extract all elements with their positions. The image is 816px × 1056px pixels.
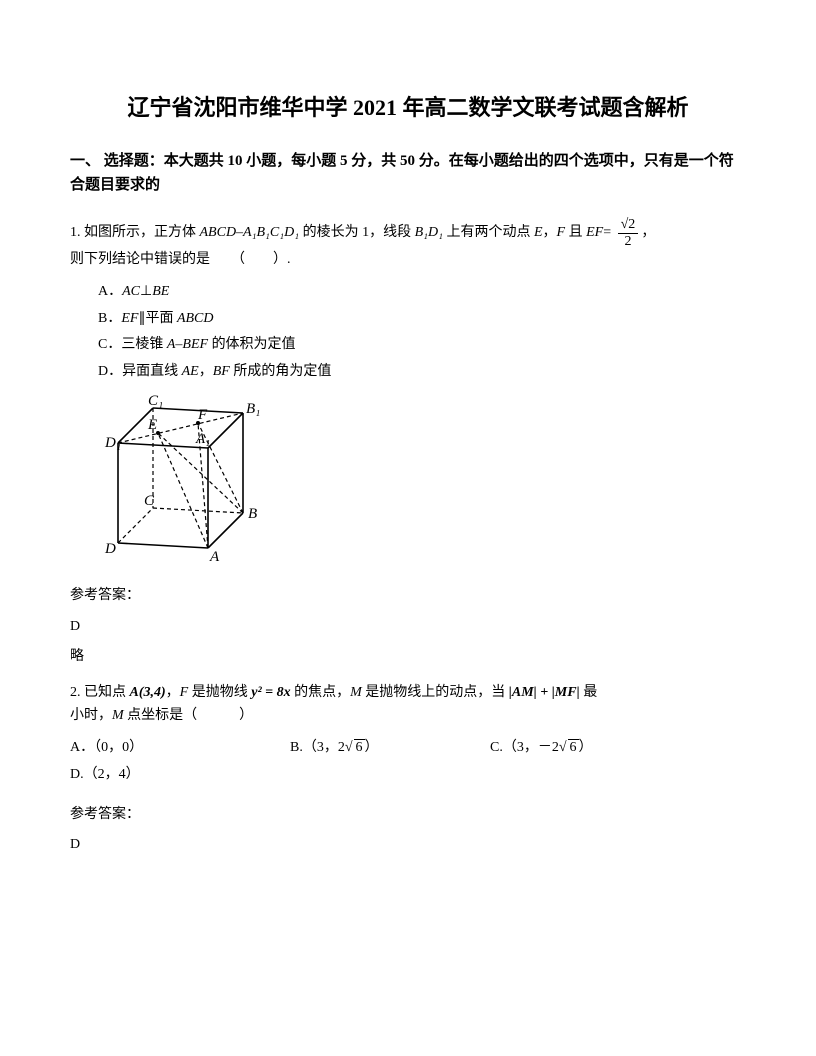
q1-options: A．AC⊥BE B．EF∥平面 ABCD C．三棱锥 A–BEF 的体积为定值 … (98, 281, 746, 383)
q1-optB-par: ∥平面 (138, 311, 177, 326)
q1-optC-abef: A–BEF (167, 337, 208, 352)
q1-optB-abcd: ABCD (177, 311, 214, 326)
q2-optB-a: B.（3，2 (290, 740, 345, 755)
q1-optB-lbl: B． (98, 311, 121, 326)
fig-label-d1: D₁ (104, 435, 121, 451)
q1-optA-ac: AC (122, 284, 140, 299)
q1-optD-lbl: D．异面直线 (98, 364, 182, 379)
q1-optA-lbl: A． (98, 284, 122, 299)
q1-seg-label: B₁D₁ (415, 225, 443, 240)
q2-optB-rad: 6 (354, 739, 365, 755)
q1-optD-comma: ， (199, 364, 213, 379)
fig-label-b: B (248, 506, 257, 522)
q1-frac-den: 2 (618, 234, 639, 249)
q2-stem-e: 的焦点， (291, 685, 351, 700)
page-title: 辽宁省沈阳市维华中学 2021 年高二数学文联考试题含解析 (70, 90, 746, 125)
q1-fraction: √22 (618, 217, 639, 249)
q1-optB-ef: EF (121, 311, 138, 326)
q2-point-a: A(3,4) (130, 685, 166, 700)
q2-parabola: y² = 8x (251, 685, 290, 700)
q1-point-f: F (557, 225, 566, 240)
q1-optD-bf: BF (213, 364, 230, 379)
q1-option-d: D．异面直线 AE，BF 所成的角为定值 (98, 361, 746, 383)
fig-label-a: A (209, 549, 220, 563)
q1-stem-k: = (603, 225, 614, 240)
q1-cube-label: ABCD–A₁B₁C₁D₁ (200, 225, 300, 240)
q1-optD-txt: 所成的角为定值 (230, 364, 332, 379)
q2-stem-k: 点坐标是（ ） (124, 708, 254, 723)
q1-optC-txt: 的体积为定值 (208, 337, 296, 352)
q2-minexpr: |AM| + |MF| (509, 685, 580, 700)
q2-optB-b: ） (365, 740, 379, 755)
q1-answer-label: 参考答案： (70, 585, 746, 607)
q2-stem-i: 小时， (70, 708, 112, 723)
q2-option-a: A．（0，0） (70, 737, 250, 759)
q2-optC-b: ） (579, 740, 593, 755)
q1-stem-e: 上有两个动点 (443, 225, 534, 240)
q2-answer: D (70, 834, 746, 856)
q1-optC-lbl: C．三棱锥 (98, 337, 167, 352)
q2-m: M (350, 685, 362, 700)
fig-label-f: F (197, 407, 208, 423)
q1-stem-i: 且 (565, 225, 586, 240)
q1-option-b: B．EF∥平面 ABCD (98, 308, 746, 330)
q1-option-c: C．三棱锥 A–BEF 的体积为定值 (98, 334, 746, 356)
q2-optC-rad: 6 (568, 739, 579, 755)
q1-optA-be: BE (152, 284, 169, 299)
q1-point-e: E (534, 225, 543, 240)
q2-stem-d: 是抛物线 (188, 685, 251, 700)
q1-brief: 略 (70, 646, 746, 668)
q2-optC-a: C.（3，－2 (490, 740, 559, 755)
q2-optC-sqrt: √ (559, 740, 567, 755)
q2-stem-b: ， (166, 685, 180, 700)
q2-options: A．（0，0） B.（3，2√6） C.（3，－2√6） D.（2，4） (70, 737, 746, 790)
q1-figure: D₁ C₁ B₁ A₁ E F D C B A (98, 393, 746, 571)
q1-answer: D (70, 616, 746, 638)
q1-stem-m: 则下列结论中错误的是 （ ）. (70, 249, 746, 271)
q1-stem-g: ， (543, 225, 557, 240)
q1-ef: EF (586, 225, 603, 240)
q2-stem-h: 最 (580, 685, 598, 700)
q2-option-b: B.（3，2√6） (290, 737, 450, 759)
q2-stem-g: 是抛物线上的动点，当 (362, 685, 509, 700)
q1-frac-num: √2 (618, 217, 639, 233)
q1-stem-a: 1. 如图所示，正方体 (70, 225, 200, 240)
q2-optB-sqrt: √ (345, 740, 353, 755)
fig-label-d: D (104, 541, 116, 557)
q1-option-a: A．AC⊥BE (98, 281, 746, 303)
q1-optD-ae: AE (182, 364, 199, 379)
fig-label-b1: B₁ (246, 401, 260, 417)
fig-label-e: E (147, 417, 157, 433)
q2-answer-label: 参考答案： (70, 804, 746, 826)
q1-stem-c: 的棱长为 1，线段 (299, 225, 415, 240)
q1-optA-perp: ⊥ (140, 284, 152, 299)
fig-label-c: C (144, 493, 155, 509)
fig-label-c1: C₁ (148, 393, 163, 409)
fig-label-a1: A₁ (195, 431, 210, 447)
question-1: 1. 如图所示，正方体 ABCD–A₁B₁C₁D₁ 的棱长为 1，线段 B₁D₁… (70, 217, 746, 271)
q2-m2: M (112, 708, 124, 723)
section-header: 一、 选择题：本大题共 10 小题，每小题 5 分，共 50 分。在每小题给出的… (70, 149, 746, 197)
q2-f: F (180, 685, 189, 700)
q2-stem-a: 2. 已知点 (70, 685, 130, 700)
q1-stem-l: ， (641, 225, 655, 240)
q2-option-d: D.（2，4） (70, 764, 140, 786)
question-2: 2. 已知点 A(3,4)，F 是抛物线 y² = 8x 的焦点，M 是抛物线上… (70, 682, 746, 727)
q2-option-c: C.（3，－2√6） (490, 737, 670, 759)
